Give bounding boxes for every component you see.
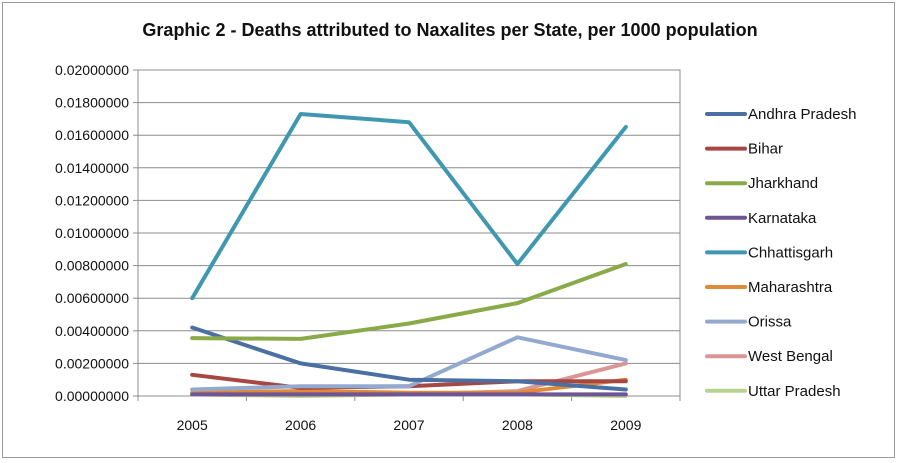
y-tick-label: 0.00600000 — [55, 290, 129, 306]
legend-label: Jharkhand — [748, 175, 818, 192]
y-tick-label: 0.00000000 — [55, 388, 129, 404]
y-tick-label: 0.00400000 — [55, 323, 129, 339]
chart-title: Graphic 2 - Deaths attributed to Naxalit… — [142, 20, 758, 40]
legend-label: Maharashtra — [748, 279, 833, 296]
y-tick-label: 0.01400000 — [55, 160, 129, 176]
series-line-chhattisgarh — [190, 112, 628, 301]
series-line-andhra-pradesh — [190, 325, 628, 392]
y-tick-label: 0.01600000 — [55, 127, 129, 143]
y-tick-label: 0.01200000 — [55, 192, 129, 208]
legend-label: Bihar — [748, 141, 783, 158]
legend-label: Andhra Pradesh — [748, 106, 856, 123]
series-line-jharkhand — [190, 262, 628, 341]
x-tick-label: 2005 — [177, 417, 208, 433]
y-tick-label: 0.01800000 — [55, 95, 129, 111]
y-tick-label: 0.02000000 — [55, 62, 129, 78]
legend-label: Uttar Pradesh — [748, 383, 841, 400]
x-tick-label: 2009 — [610, 417, 641, 433]
y-tick-label: 0.01000000 — [55, 225, 129, 241]
x-tick-label: 2006 — [285, 417, 316, 433]
y-tick-label: 0.00800000 — [55, 258, 129, 274]
legend-label: Karnataka — [748, 210, 817, 227]
y-tick-label: 0.00200000 — [55, 355, 129, 371]
series-line-orissa — [190, 335, 628, 392]
legend-label: Chhattisgarh — [748, 244, 833, 261]
x-tick-label: 2007 — [393, 417, 424, 433]
legend-label: West Bengal — [748, 348, 833, 365]
x-tick-label: 2008 — [502, 417, 533, 433]
legend-label: Orissa — [748, 314, 792, 331]
